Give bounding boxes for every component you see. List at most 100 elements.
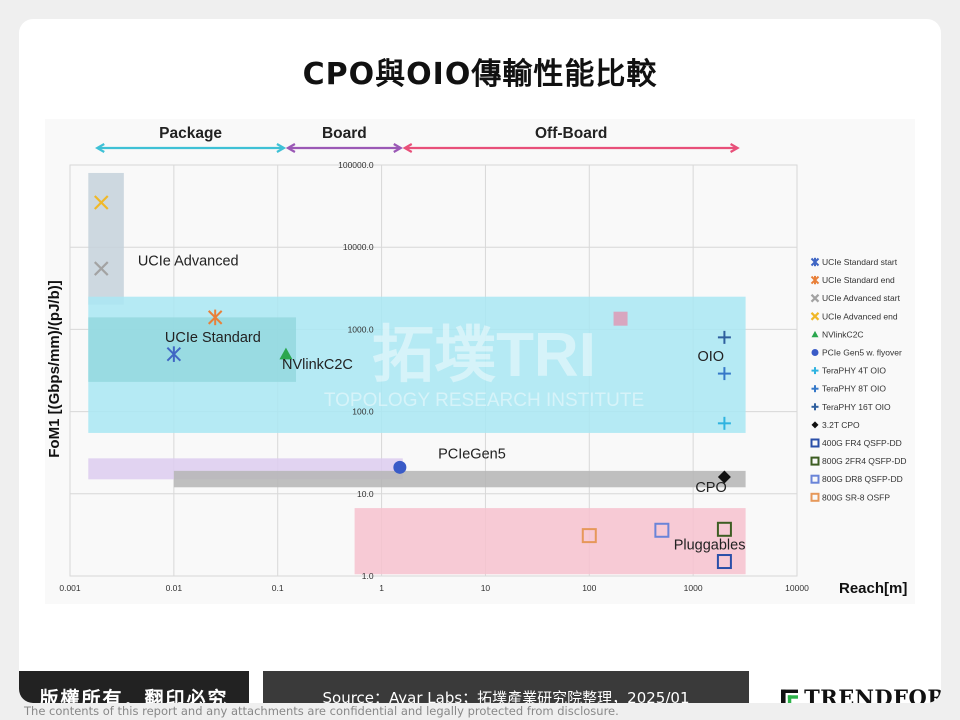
marker-shape <box>811 330 819 338</box>
legend-entry: 800G 2FR4 QSFP-DD <box>822 456 907 466</box>
y-tick-label: 1000.0 <box>348 324 374 334</box>
marker-shape <box>717 470 731 484</box>
legend-marker <box>810 312 820 321</box>
marker-stroke <box>93 195 109 210</box>
y-tick-label: 10.0 <box>357 489 374 499</box>
marker-stroke <box>810 293 820 303</box>
data-point <box>654 522 670 538</box>
data-point <box>716 554 732 570</box>
reach-zone-label: Board <box>322 125 367 142</box>
legend-entry: 400G FR4 QSFP-DD <box>822 438 902 448</box>
x-tick-label: 10 <box>481 583 491 593</box>
region-label-ucie-standard: UCIe Standard <box>165 330 261 346</box>
legend-marker <box>811 421 819 429</box>
data-point <box>166 346 182 362</box>
copyright-notice: 版權所有．翻印必究 <box>19 671 249 703</box>
marker-shape <box>810 492 820 502</box>
legend-marker <box>811 330 819 338</box>
legend-entry: TeraPHY 16T OIO <box>822 402 891 412</box>
trendforce-mark-icon <box>781 689 799 703</box>
y-tick-label: 10000.0 <box>343 242 374 252</box>
legend-marker <box>810 275 820 285</box>
y-tick-label: 100.0 <box>352 407 374 417</box>
marker-shape <box>393 460 407 474</box>
legend-entry: TeraPHY 4T OIO <box>822 366 886 376</box>
legend-entry: 3.2T CPO <box>822 420 860 430</box>
reach-zone-arrow-right <box>276 143 287 153</box>
reach-zone-arrow-left <box>402 143 413 153</box>
legend-marker <box>810 474 820 484</box>
logo-text: TRENDFORCE <box>804 684 941 704</box>
region-ucie-standard <box>88 317 297 382</box>
reach-zone-package: Package <box>95 125 287 153</box>
reach-zone-arrow-right <box>393 143 403 153</box>
region-label-ucie-advanced: UCIe Advanced <box>138 253 239 269</box>
reach-zone-off-board: Off-Board <box>402 125 740 153</box>
data-point <box>717 330 731 344</box>
x-tick-label: 0.001 <box>59 583 81 593</box>
legend-marker <box>811 385 819 393</box>
legend-marker <box>810 293 820 303</box>
page-title: CPO與OIO傳輸性能比較 <box>302 57 658 92</box>
legend-entry: UCIe Advanced end <box>822 311 898 321</box>
trendforce-logo: TRENDFORCE <box>763 671 941 703</box>
marker-shape <box>279 347 293 360</box>
watermark-sub: TOPOLOGY RESEARCH INSTITUTE <box>324 390 644 411</box>
disclaimer: The contents of this report and any atta… <box>24 704 619 718</box>
legend-entry: UCIe Standard start <box>822 257 898 267</box>
reach-zone-label: Off-Board <box>535 125 607 142</box>
report-card: CPO與OIO傳輸性能比較 0.001 0.01 0.1 1 10 100 1000 1000… <box>19 19 941 703</box>
x-tick-label: 1 <box>379 583 384 593</box>
region-label-pciegen5: PCIeGen5 <box>438 446 506 462</box>
data-point <box>279 347 293 360</box>
marker-stroke <box>810 312 820 321</box>
marker-shape <box>581 528 597 544</box>
x-tick-label: 100 <box>582 583 596 593</box>
legend-entry: 800G DR8 QSFP-DD <box>822 474 903 484</box>
marker-shape <box>654 522 670 538</box>
x-tick-label: 1000 <box>684 583 703 593</box>
marker-shape <box>810 474 820 484</box>
legend-marker <box>811 349 819 356</box>
data-point <box>717 367 731 381</box>
data-point <box>716 521 732 537</box>
data-point-unlabeled <box>613 311 628 326</box>
x-tick-label: 10000 <box>785 583 809 593</box>
marker-shape <box>811 421 819 429</box>
x-tick-label: 0.1 <box>272 583 284 593</box>
region-label-oio: OIO <box>697 349 724 365</box>
y-axis-label: FoM1 [(Gbps/mm)/(pJ/b)] <box>46 280 63 457</box>
marker-shape <box>810 456 820 466</box>
marker-shape <box>613 311 628 326</box>
reach-zone-board: Board <box>285 125 403 153</box>
legend-entry: UCIe Advanced start <box>822 293 901 303</box>
reach-zone-arrow-left <box>95 143 105 153</box>
region-ucie-advanced <box>88 172 124 305</box>
source-caption: Source：Ayar Labs；拓墣產業研究院整理，2025/01 <box>263 671 749 703</box>
region-label-cpo: CPO <box>695 480 726 496</box>
legend-marker <box>810 492 820 502</box>
legend-marker <box>810 438 820 448</box>
data-point <box>717 470 731 484</box>
data-point <box>581 528 597 544</box>
reach-zone-arrow-left <box>285 143 296 153</box>
data-point <box>93 195 109 210</box>
region-pluggables <box>354 508 746 575</box>
legend-marker <box>810 456 820 466</box>
data-point <box>393 460 407 474</box>
chart: 0.001 0.01 0.1 1 10 100 1000 10000 1.0 10.0 100.0 1… <box>45 119 915 604</box>
region-label-nvlinkc2c: NVlinkC2C <box>282 357 353 373</box>
marker-shape <box>716 554 732 570</box>
marker-stroke <box>93 261 109 276</box>
reach-zone-arrow-right <box>730 143 740 153</box>
legend-entry: TeraPHY 8T OIO <box>822 384 886 394</box>
region-label-pluggables: Pluggables <box>674 538 746 554</box>
y-tick-label: 1.0 <box>362 571 374 581</box>
reach-zone-label: Package <box>159 125 222 142</box>
region-cpo <box>173 470 746 488</box>
x-axis-label: Reach[m] <box>839 580 907 597</box>
x-tick-label: 0.01 <box>166 583 183 593</box>
data-point <box>717 416 731 430</box>
legend-marker <box>810 257 820 267</box>
legend-entry: PCIe Gen5 w. flyover <box>822 348 902 358</box>
